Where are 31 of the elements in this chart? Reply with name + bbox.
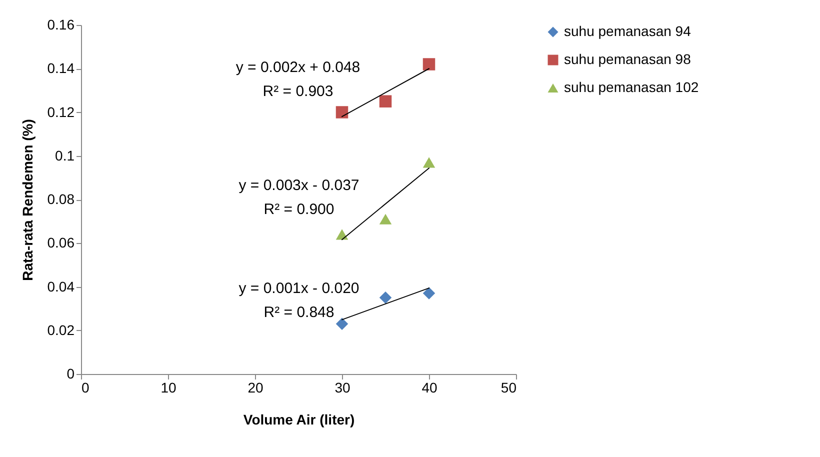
point bbox=[422, 287, 436, 300]
y-axis-title: Rata-rata Rendemen (%) bbox=[19, 119, 36, 281]
y-tick-label: 0.08 bbox=[47, 191, 75, 207]
x-axis-title: Volume Air (liter) bbox=[243, 412, 355, 428]
x-tick-label: 0 bbox=[82, 380, 90, 396]
x-tick-label: 40 bbox=[422, 380, 438, 396]
x-tick-label: 50 bbox=[500, 380, 517, 396]
legend-label: suhu pemanasan 102 bbox=[564, 79, 699, 95]
point bbox=[336, 106, 348, 118]
y-tick-label: 0 bbox=[66, 366, 75, 382]
y-tick-label: 0.04 bbox=[47, 278, 75, 294]
point bbox=[422, 157, 436, 168]
x-tick-label: 10 bbox=[160, 380, 176, 396]
point bbox=[422, 58, 436, 70]
y-tick-label: 0.02 bbox=[47, 322, 75, 338]
legend-label: suhu pemanasan 98 bbox=[564, 51, 692, 67]
x-tick-label: 20 bbox=[248, 380, 264, 396]
annotation: y = 0.003x - 0.037 R² = 0.900 bbox=[238, 177, 360, 218]
point bbox=[379, 214, 392, 224]
annotation: y = 0.002x + 0.048 R² = 0.903 bbox=[236, 59, 360, 100]
point bbox=[379, 95, 392, 108]
point bbox=[379, 292, 392, 304]
y-tick-label: 0.1 bbox=[55, 147, 75, 164]
x-tick-label: 30 bbox=[334, 380, 350, 396]
y-tick-label: 0.06 bbox=[47, 234, 75, 251]
y-tick-label: 0.16 bbox=[47, 16, 75, 32]
legend-label: suhu pemanasan 94 bbox=[564, 23, 692, 39]
y-tick-label: 0.14 bbox=[47, 60, 75, 76]
annotation: y = 0.001x - 0.020 R² = 0.848 bbox=[238, 280, 360, 321]
point bbox=[336, 318, 348, 330]
y-tick-label: 0.12 bbox=[47, 104, 75, 120]
